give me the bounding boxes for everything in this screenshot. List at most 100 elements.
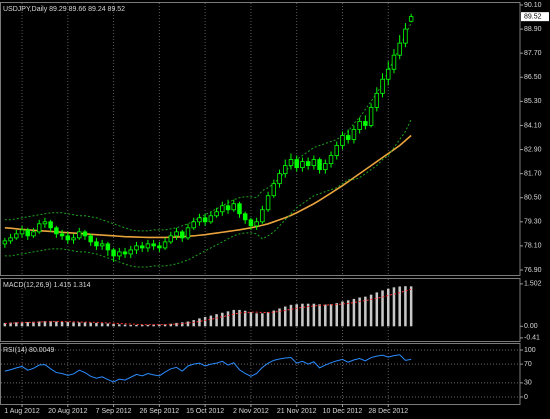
macd-bar [381,290,384,327]
y-tick-label: 70 [524,361,532,368]
candle-body [305,161,311,166]
macd-bar [369,294,373,327]
candle-body [117,251,122,257]
candle-body [368,106,374,126]
macd-bar [318,304,321,327]
x-tick-label: 2 Nov 2012 [233,408,269,415]
candle-body [397,42,402,56]
candle-body [351,129,357,140]
macd-bar [20,322,24,327]
macd-bar [180,322,184,327]
candle-body [82,231,88,237]
candle-body [323,163,328,171]
y-tick-label: 80.50 [524,195,542,202]
macd-bar [140,324,144,327]
candle-body [88,235,93,243]
candle-body [357,121,362,130]
x-tick-label: 10 Dec 2012 [323,408,363,415]
macd-bar [226,311,230,327]
candle-body [345,135,351,140]
candle-body [25,229,30,237]
overlay-line [4,134,412,239]
macd-bar [289,304,293,327]
y-tick-label: 1.502 [524,281,542,288]
macd-bar [221,312,224,327]
panel-border [0,343,521,405]
candle-body [65,235,71,241]
candle-body [48,221,53,229]
panel-border [0,2,521,276]
macd-bar [106,323,110,327]
macd-bar [375,292,379,327]
candle-body [191,221,196,229]
candle-body [71,237,76,241]
y-tick-label: 30 [524,380,532,387]
macd-bar [329,304,333,327]
macd-bar [9,322,12,327]
macd-bar [272,310,276,327]
macd-bar [43,321,47,327]
candle-body [77,231,82,239]
candle-body [214,211,219,217]
y-tick-label: -0.41 [524,335,540,342]
y-tick-label: 90.10 [524,2,542,9]
candle-body [380,78,385,94]
macd-bar [255,313,258,327]
x-tick-label: 26 Sep 2012 [140,408,180,415]
macd-bar [358,297,361,327]
macd-bar [392,287,396,327]
y-tick-label: 85.30 [524,98,542,105]
candle-body [311,159,317,166]
x-tick-label: 7 Sep 2012 [96,408,132,415]
y-tick-label: 82.90 [524,146,542,153]
candle-body [139,245,145,249]
y-tick-label: 79.30 [524,219,542,226]
candle-body [277,173,282,185]
macd-bar [209,315,213,327]
candle-body [208,215,214,223]
candle-body [363,121,368,126]
y-tick-label: 78.10 [524,243,542,250]
overlay-line [4,119,412,268]
macd-bar [186,321,190,327]
candle-body [220,205,225,213]
macd-bar [409,286,413,327]
macd-bar [278,308,281,327]
candle-body [271,183,277,197]
macd-bar [346,300,350,327]
x-tick-label: 21 Nov 2012 [277,408,317,415]
candle-body [42,221,48,225]
candle-body [36,223,42,233]
candle-body [180,231,185,239]
macd-bar [243,310,247,327]
macd-bar [364,296,367,327]
y-tick-label: 88.90 [524,26,542,33]
candle-body [31,231,36,237]
panel-title: USDJPY,Daily 89.29 89.66 89.24 89.52 [3,6,125,13]
x-tick-label: 28 Dec 2012 [368,408,408,415]
candle-body [288,159,294,166]
y-tick-label: 0.00 [524,323,538,330]
macd-bar [266,312,270,327]
macd-bar [324,304,327,327]
candle-body [122,251,128,255]
candle-body [168,235,174,243]
macd-bar [404,286,407,327]
macd-bar [198,318,201,327]
candle-body [374,92,380,108]
macd-bar [232,309,236,327]
macd-bar [163,324,167,327]
candle-body [8,237,13,242]
candle-body [408,16,414,22]
candle-body [386,68,391,80]
candle-body [145,243,151,249]
macd-bar [32,321,35,327]
candle-body [403,28,408,44]
macd-bar [37,321,41,327]
macd-bar [26,322,30,327]
macd-bar [135,324,138,327]
macd-bar [215,314,218,327]
macd-bar [169,323,173,327]
